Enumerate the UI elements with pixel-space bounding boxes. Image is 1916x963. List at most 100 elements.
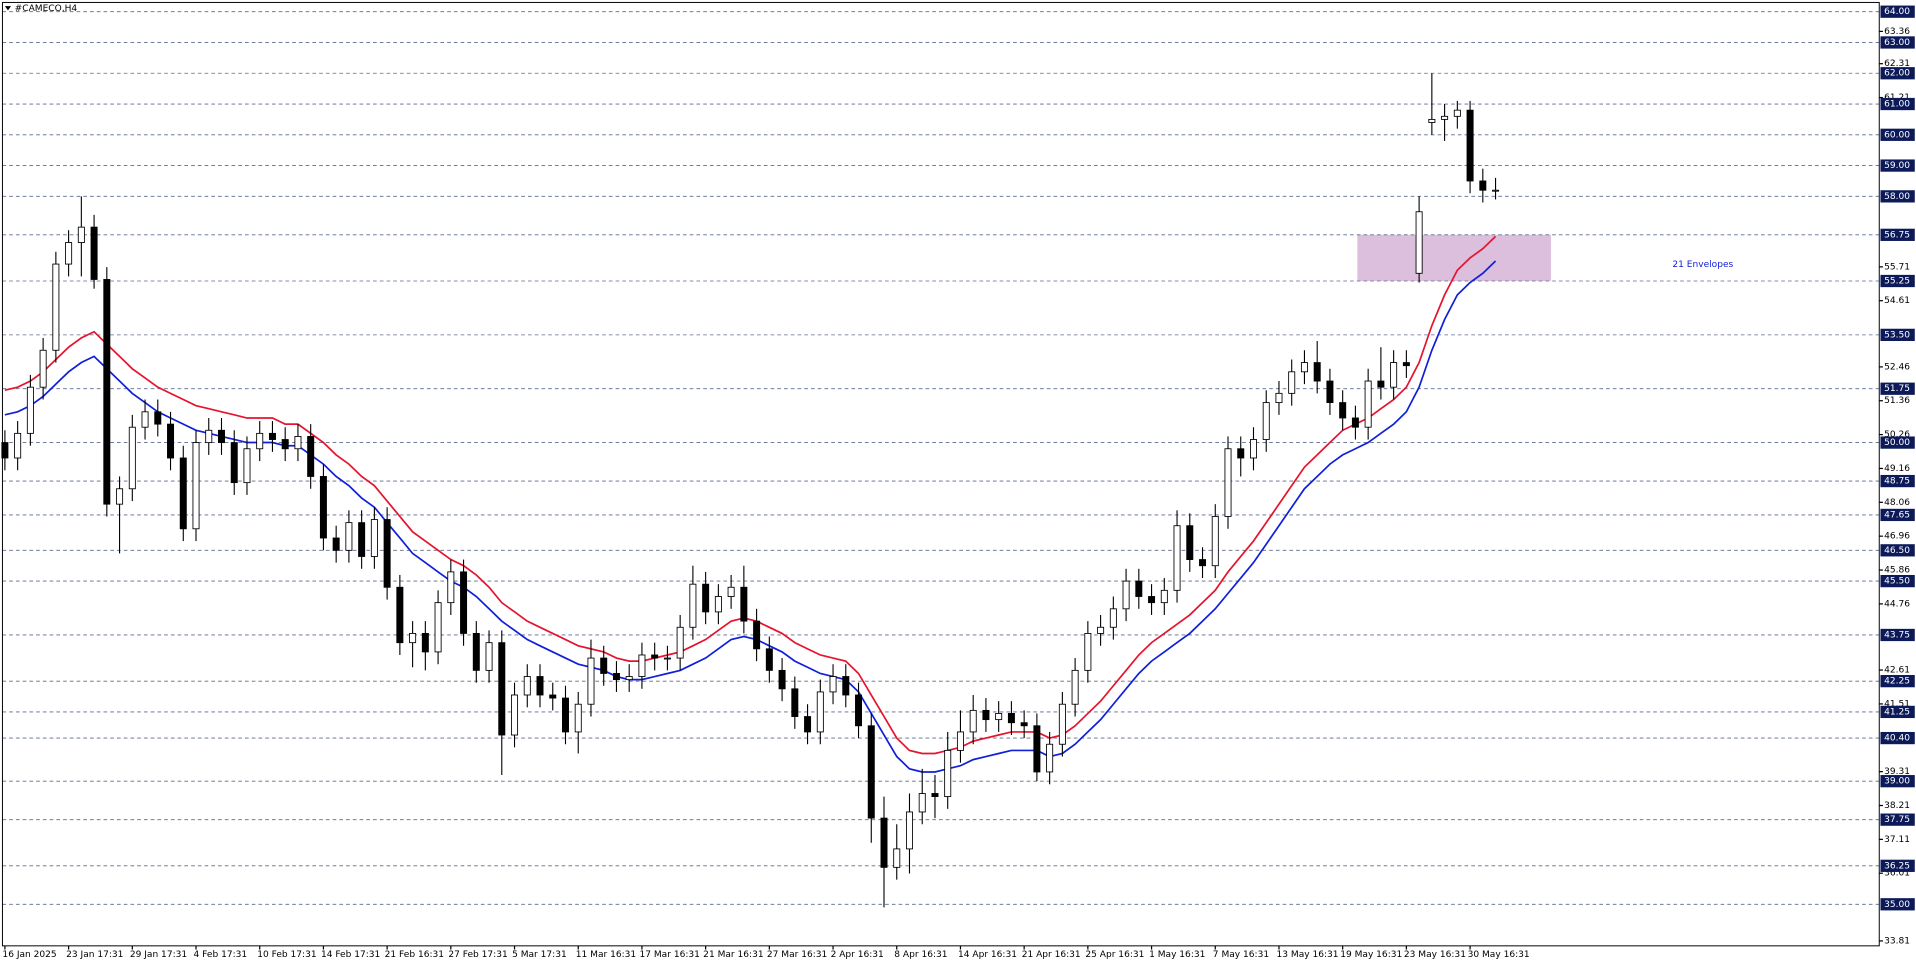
level-box xyxy=(1880,436,1915,449)
candle-body xyxy=(1186,525,1194,560)
candle-body xyxy=(485,642,493,671)
candle-body xyxy=(1237,448,1245,459)
level-label: 53.50 xyxy=(1884,330,1910,340)
candle-body xyxy=(587,657,595,705)
candle-body xyxy=(867,725,875,819)
level-label: 42.25 xyxy=(1884,677,1910,687)
candle-body xyxy=(816,691,824,733)
x-tick-label: 21 Feb 16:31 xyxy=(385,950,444,960)
x-tick-label: 27 Mar 16:31 xyxy=(767,950,827,960)
x-tick-label: 23 Jan 17:31 xyxy=(66,950,123,960)
y-tick-label: 39.31 xyxy=(1884,767,1910,777)
level-box xyxy=(1880,544,1915,557)
candle-body xyxy=(1058,703,1066,745)
y-tick-label: 51.36 xyxy=(1884,396,1910,406)
candle-body xyxy=(1160,589,1168,604)
level-box xyxy=(1880,898,1915,911)
candle-body xyxy=(600,657,608,674)
candle-body xyxy=(409,633,417,644)
candle-body xyxy=(663,657,671,660)
y-tick-label: 41.51 xyxy=(1884,699,1910,709)
level-label: 55.25 xyxy=(1884,277,1910,287)
x-tick-label: 17 Mar 16:31 xyxy=(639,950,699,960)
y-tick-label: 52.46 xyxy=(1884,362,1910,372)
candle-body xyxy=(1122,580,1130,610)
candle-body xyxy=(472,633,480,671)
level-box xyxy=(1880,628,1915,642)
x-tick-label: 14 Apr 16:31 xyxy=(958,950,1017,960)
candle-body xyxy=(702,583,710,613)
candle-body xyxy=(1,442,9,459)
menu-triangle[interactable] xyxy=(4,6,12,11)
candle-body xyxy=(651,654,659,659)
y-tick-label: 50.26 xyxy=(1884,430,1910,440)
level-box xyxy=(1880,731,1915,745)
level-label: 35.00 xyxy=(1884,900,1910,910)
candle-body xyxy=(383,519,391,588)
level-label: 39.00 xyxy=(1884,777,1910,787)
level-label: 47.65 xyxy=(1884,510,1910,520)
y-tick-label: 38.21 xyxy=(1884,801,1910,811)
level-box xyxy=(1880,190,1915,203)
level-label: 48.75 xyxy=(1884,477,1910,487)
y-tick-label: 62.31 xyxy=(1884,59,1910,69)
candle-body xyxy=(1453,109,1461,117)
axis-layer: 63.3662.3161.2155.7154.6152.4651.3650.26… xyxy=(2,5,1915,960)
candle-body xyxy=(1148,596,1156,604)
candle-body xyxy=(421,633,429,653)
candle-body xyxy=(1492,189,1500,192)
candle-body xyxy=(179,457,187,530)
x-tick-label: 29 Jan 17:31 xyxy=(130,950,187,960)
candle-body xyxy=(791,688,799,717)
candle-body xyxy=(1046,743,1054,773)
y-tick-label: 54.61 xyxy=(1884,296,1910,306)
level-box xyxy=(1880,328,1915,341)
candle-body xyxy=(307,436,315,477)
candle-body xyxy=(103,279,111,505)
envelope-line xyxy=(4,260,1497,773)
line-layer xyxy=(4,235,1497,773)
candle-body xyxy=(26,386,34,434)
x-tick-label: 8 Apr 16:31 xyxy=(894,950,947,960)
level-label: 59.00 xyxy=(1884,161,1910,171)
level-label: 50.00 xyxy=(1884,438,1910,448)
candle-body xyxy=(358,522,366,557)
candle-body xyxy=(256,432,264,450)
x-tick-label: 27 Feb 17:31 xyxy=(448,950,507,960)
x-tick-label: 4 Feb 17:31 xyxy=(194,950,248,960)
candle-body xyxy=(982,709,990,721)
candle-body xyxy=(1313,362,1321,382)
candle-body xyxy=(1199,559,1207,567)
candle-body xyxy=(1377,380,1385,388)
grid-layer xyxy=(2,11,1880,905)
candle-body xyxy=(714,596,722,613)
candle-body xyxy=(116,488,124,505)
level-box xyxy=(1880,574,1915,588)
y-tick-label: 48.06 xyxy=(1884,498,1910,508)
candle-body xyxy=(880,817,888,868)
candle-body xyxy=(1441,115,1449,120)
candle-body xyxy=(689,583,697,628)
x-tick-label: 5 Mar 17:31 xyxy=(512,950,567,960)
x-tick-label: 1 May 16:31 xyxy=(1149,950,1205,960)
level-label: 37.75 xyxy=(1884,815,1910,825)
candle-body xyxy=(1479,180,1487,191)
level-box xyxy=(1880,5,1915,18)
candle-body xyxy=(905,811,913,850)
x-tick-label: 16 Jan 2025 xyxy=(2,950,56,960)
y-tick-label: 44.76 xyxy=(1884,599,1910,609)
level-box xyxy=(1880,274,1915,288)
candle-body xyxy=(1135,580,1143,597)
candle-body xyxy=(1097,626,1105,634)
y-tick-label: 46.96 xyxy=(1884,532,1910,542)
candle-body xyxy=(956,731,964,751)
x-tick-label: 21 Mar 16:31 xyxy=(703,950,763,960)
candle-body xyxy=(523,676,531,696)
level-label: 60.00 xyxy=(1884,130,1910,140)
level-label: 61.00 xyxy=(1884,100,1910,110)
level-box xyxy=(1880,382,1915,395)
candle-body xyxy=(370,519,378,557)
candle-layer xyxy=(1,73,1500,908)
candle-body xyxy=(1109,608,1117,628)
